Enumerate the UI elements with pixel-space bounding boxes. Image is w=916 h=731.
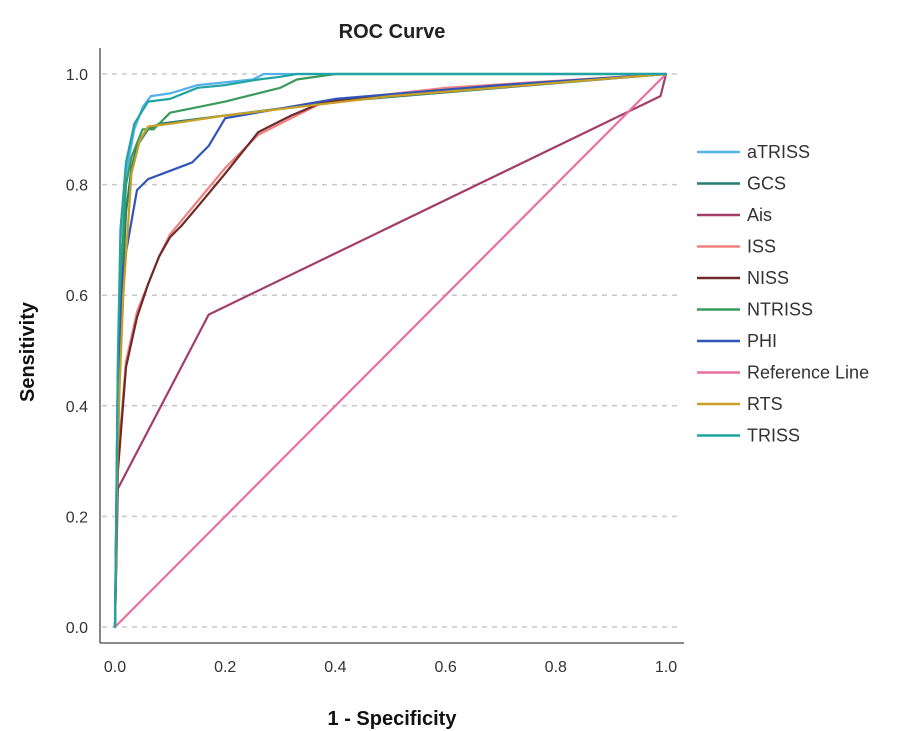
y-tick-label: 0.4 (66, 399, 88, 416)
series-line-reference-line (113, 72, 668, 629)
legend-label-phi: PHI (747, 331, 777, 351)
x-tick-label: 0.6 (434, 659, 456, 676)
x-tick-label: 0.8 (545, 659, 567, 676)
y-tick-label: 0.6 (66, 288, 88, 305)
y-tick-label: 0.2 (66, 509, 88, 526)
series-line-rts (113, 72, 668, 629)
legend-label-triss: TRISS (747, 426, 800, 446)
legend-label-rts: RTS (747, 394, 783, 414)
legend-label-iss: ISS (747, 237, 776, 257)
y-tick-label: 0.0 (66, 620, 88, 637)
y-axis-label: Sensitivity (17, 301, 39, 402)
x-tick-label: 0.2 (214, 659, 236, 676)
legend: aTRISS GCS Ais ISS NISS NTRISS PHI Reference Li… (697, 142, 869, 446)
series-lines (113, 72, 668, 629)
legend-label-niss: NISS (747, 268, 789, 288)
series-line-ntriss (113, 72, 668, 629)
axes: 0.0 0.2 0.4 0.6 0.8 1.0 0.0 0.2 0.4 0.6 0.8 1.0 (66, 48, 684, 676)
legend-label-ntriss: NTRISS (747, 300, 813, 320)
chart-title: ROC Curve (339, 21, 446, 43)
y-tick-label: 0.8 (66, 178, 88, 195)
x-tick-label: 0.0 (104, 659, 126, 676)
legend-label-reference-line: Reference Line (747, 363, 869, 383)
legend-label-atriss: aTRISS (747, 142, 810, 162)
y-tick-label: 1.0 (66, 67, 88, 84)
legend-label-ais: Ais (747, 205, 772, 225)
legend-label-gcs: GCS (747, 174, 786, 194)
x-tick-label: 0.4 (324, 659, 346, 676)
series-line-triss (113, 72, 668, 629)
x-axis-label: 1 - Specificity (328, 708, 458, 730)
series-line-phi (113, 72, 668, 629)
x-tick-label: 1.0 (655, 659, 677, 676)
